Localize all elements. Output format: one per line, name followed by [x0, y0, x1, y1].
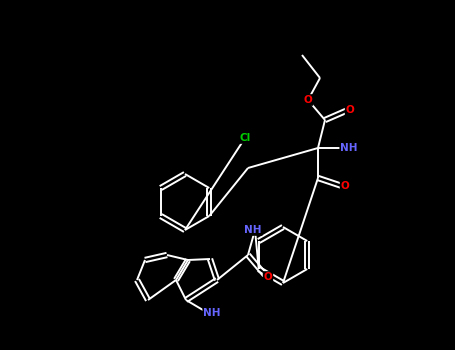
Text: Cl: Cl: [239, 133, 251, 143]
Text: NH: NH: [203, 308, 221, 318]
Text: NH: NH: [340, 143, 358, 153]
Text: O: O: [303, 95, 313, 105]
Text: NH: NH: [244, 225, 262, 235]
Text: O: O: [346, 105, 354, 115]
Text: O: O: [341, 181, 349, 191]
Text: O: O: [263, 272, 273, 282]
